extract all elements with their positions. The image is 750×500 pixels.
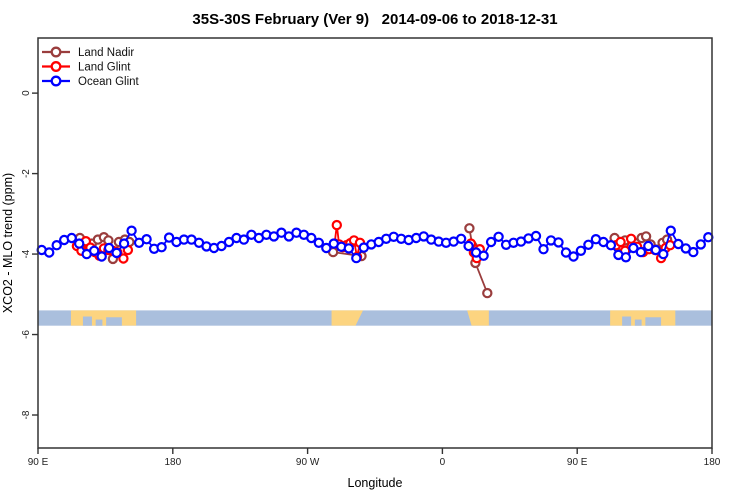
land-band-segment xyxy=(467,310,489,326)
data-point-marker xyxy=(615,236,626,248)
data-point-marker xyxy=(455,233,467,244)
land-ocean-band xyxy=(38,310,712,326)
legend-marker-icon xyxy=(50,46,62,58)
legend-item-land-nadir: Land Nadir xyxy=(42,46,134,59)
legend-label: Ocean Glint xyxy=(78,76,140,88)
data-point-marker xyxy=(51,239,62,251)
legend-label: Land Glint xyxy=(78,62,131,74)
x-tick-label: 180 xyxy=(164,457,181,468)
coast-notch xyxy=(95,319,103,326)
data-point-marker xyxy=(118,238,130,249)
data-point-marker xyxy=(575,245,587,256)
land-band-segment xyxy=(331,310,364,326)
x-tick-label: 90 E xyxy=(28,457,49,468)
plot-frame xyxy=(37,37,713,449)
data-point-marker xyxy=(530,230,542,242)
data-point-marker xyxy=(163,232,175,243)
data-point-marker xyxy=(126,225,137,236)
data-point-marker xyxy=(688,246,699,258)
legend-label: Land Nadir xyxy=(78,47,134,59)
y-axis-label: XCO2 - MLO trend (ppm) xyxy=(1,173,15,313)
data-point-marker xyxy=(560,247,572,258)
plot-box xyxy=(37,37,713,449)
data-point-marker xyxy=(673,238,684,250)
data-point-marker xyxy=(493,231,504,242)
data-point-marker xyxy=(640,231,652,242)
coast-notch xyxy=(622,316,632,326)
data-point-marker xyxy=(343,243,354,254)
data-point-marker xyxy=(478,250,489,261)
data-point-marker xyxy=(66,232,77,244)
x-tick-label: 180 xyxy=(704,457,721,468)
data-point-marker xyxy=(88,245,100,256)
y-tick-label: -8 xyxy=(21,410,32,419)
data-point-marker xyxy=(538,243,549,255)
data-point-marker xyxy=(665,225,677,236)
land-band-segment xyxy=(70,310,137,326)
ocean-band xyxy=(38,310,712,326)
legend-item-ocean-glint: Ocean Glint xyxy=(42,75,140,88)
legend: Land Nadir Land Glint Ocean Glint xyxy=(42,46,140,88)
legend-marker-icon xyxy=(50,75,62,87)
data-point-marker xyxy=(620,252,632,263)
coast-notch xyxy=(82,316,92,326)
data-point-marker xyxy=(141,233,152,245)
y-tick-label: -4 xyxy=(21,249,32,258)
data-point-marker xyxy=(553,237,564,248)
coast-notch xyxy=(634,319,642,326)
data-point-marker xyxy=(605,239,617,251)
y-tick-label: -2 xyxy=(21,169,32,178)
data-point-marker xyxy=(463,240,474,252)
y-tick-label: -6 xyxy=(21,330,32,339)
data-point-marker xyxy=(238,234,250,245)
data-point-marker xyxy=(703,231,714,243)
data-point-marker xyxy=(306,232,317,244)
data-point-marker xyxy=(464,223,475,234)
data-point-marker xyxy=(313,237,324,248)
y-tick-label: 0 xyxy=(21,90,32,96)
legend-item-land-glint: Land Glint xyxy=(42,61,131,74)
coast-notch xyxy=(645,317,662,326)
data-point-marker xyxy=(695,239,707,250)
data-point-marker xyxy=(658,248,669,260)
data-point-marker xyxy=(351,252,362,264)
data-series-layer xyxy=(36,219,714,299)
data-point-marker xyxy=(73,238,85,249)
x-tick-label: 90 E xyxy=(567,457,588,468)
data-point-marker xyxy=(331,219,342,231)
data-point-marker xyxy=(223,236,235,248)
chart-title: 35S-30S February (Ver 9) 2014-09-06 to 2… xyxy=(192,11,557,28)
data-point-marker xyxy=(111,247,122,259)
data-point-marker xyxy=(583,239,594,250)
x-axis-label: Longitude xyxy=(348,476,403,490)
data-point-marker xyxy=(156,241,167,253)
data-point-marker xyxy=(118,253,129,264)
data-point-marker xyxy=(485,236,497,248)
data-point-marker xyxy=(482,287,493,299)
coast-notch xyxy=(106,317,122,326)
x-tick-label: 90 W xyxy=(296,457,320,468)
data-point-marker xyxy=(635,246,647,258)
data-point-marker xyxy=(96,251,107,262)
data-point-marker xyxy=(44,247,55,258)
axes-layer: 90 E 180 90 W 0 90 E 180 0 -2 -4 -6 -8 xyxy=(21,90,721,468)
data-point-marker xyxy=(568,251,579,262)
x-tick-label: 0 xyxy=(440,457,446,468)
data-point-marker xyxy=(643,240,654,252)
series-ocean-glint xyxy=(36,225,714,264)
land-band-segment xyxy=(610,310,676,326)
data-point-marker xyxy=(625,233,637,244)
data-point-marker xyxy=(650,244,662,256)
data-point-marker xyxy=(321,242,332,254)
data-point-marker xyxy=(216,240,227,252)
data-point-marker xyxy=(628,242,639,254)
legend-marker-icon xyxy=(50,61,62,72)
data-point-marker xyxy=(103,242,115,254)
